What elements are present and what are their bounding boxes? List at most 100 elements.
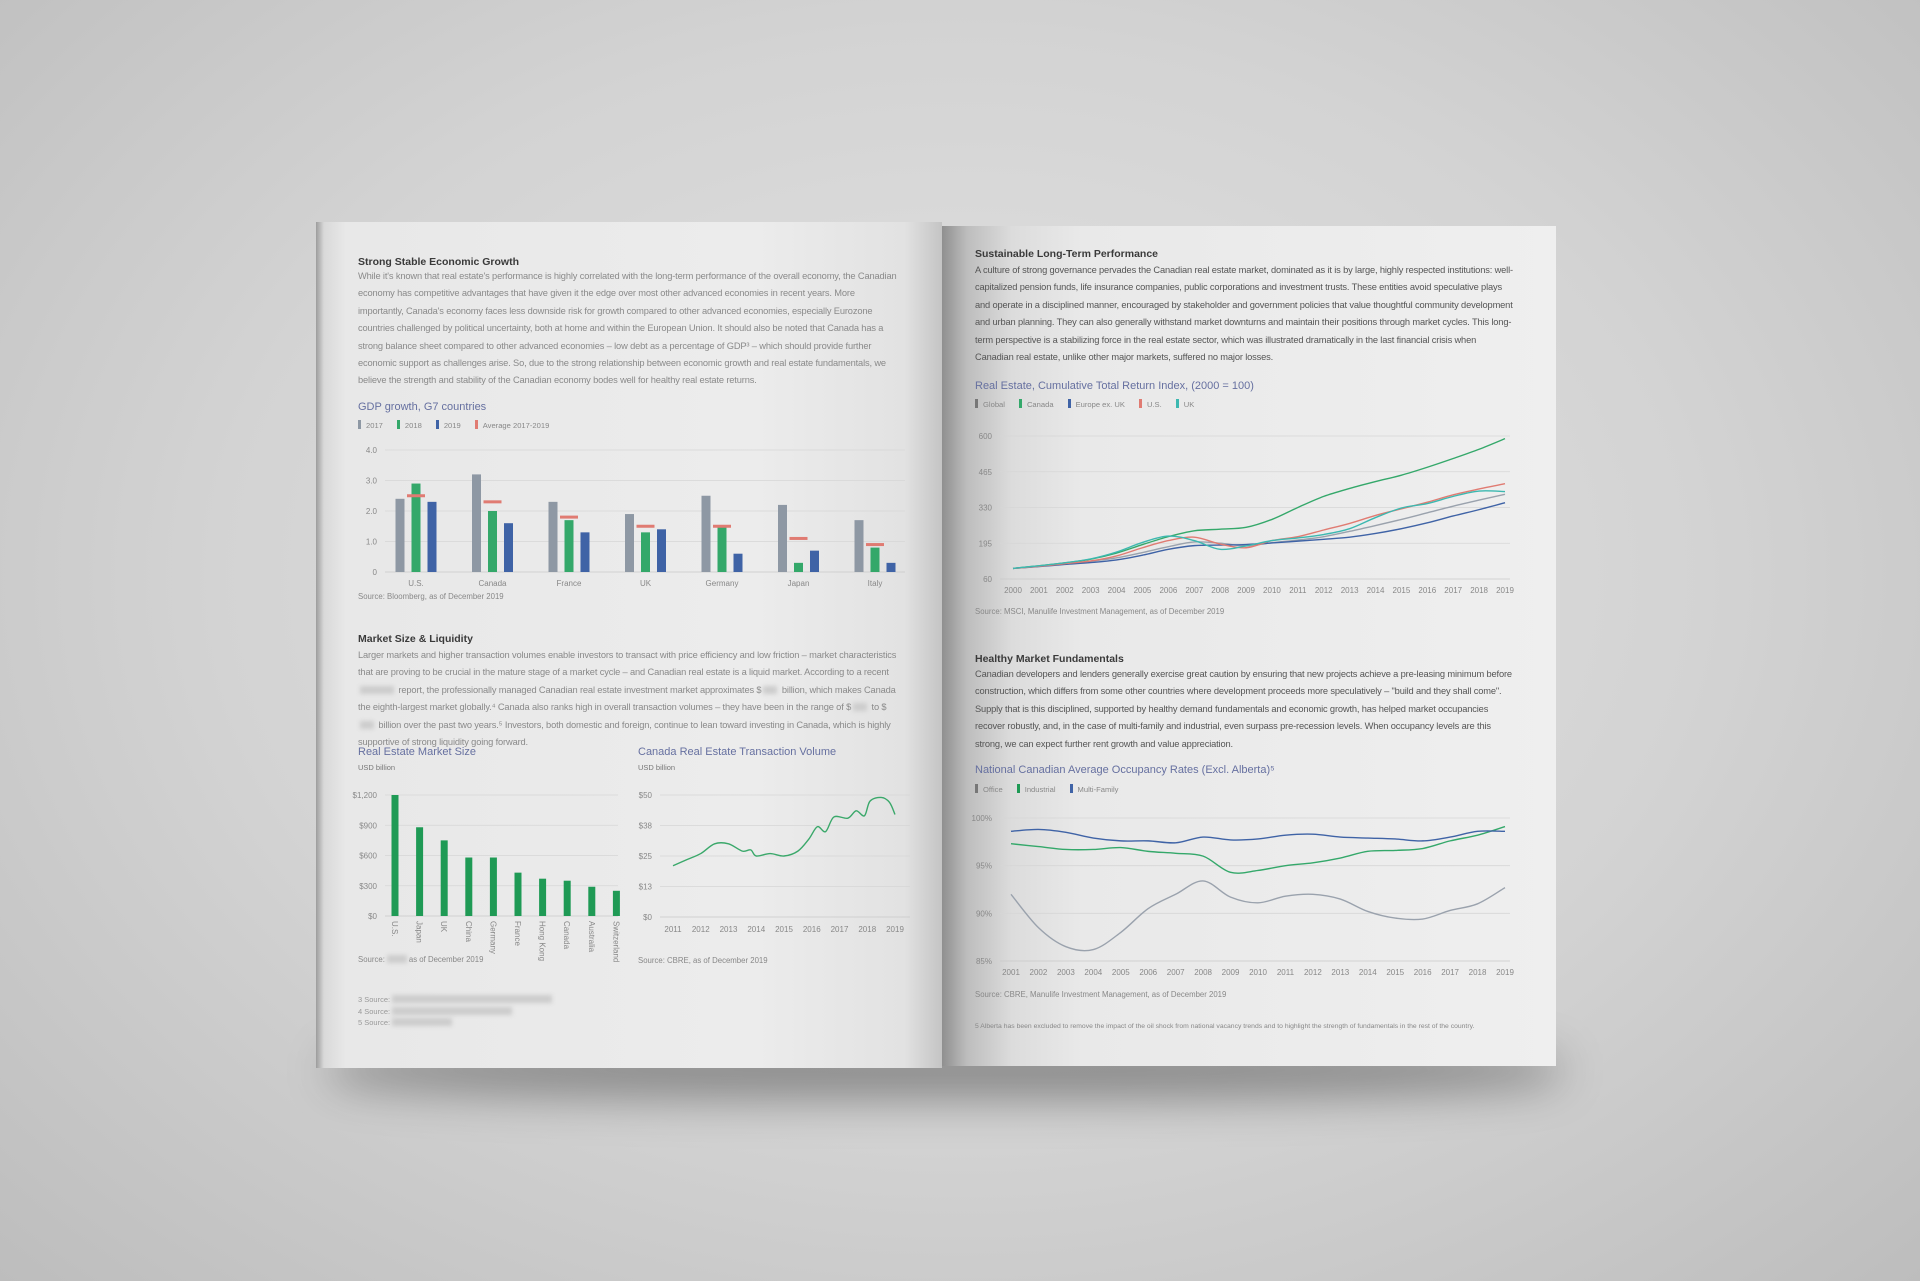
x-tick-label: 2011 <box>1277 968 1295 977</box>
x-tick-label: 2014 <box>1367 586 1385 595</box>
y-tick-label: 95% <box>976 862 992 871</box>
x-tick-label: 2017 <box>1441 968 1459 977</box>
x-tick-label: 2008 <box>1211 586 1229 595</box>
x-tick-label: U.S. <box>390 921 399 937</box>
bar-2019 <box>504 523 513 572</box>
x-tick-label: 2018 <box>1469 968 1487 977</box>
gdp-legend: 2017 2018 2019 Average 2017-2019 <box>358 420 549 430</box>
legend-item: 2019 <box>435 420 461 430</box>
x-tick-label: 2001 <box>1002 968 1020 977</box>
y-tick-label: 330 <box>979 504 993 513</box>
x-tick-label: Japan <box>415 921 424 943</box>
x-tick-label: 2007 <box>1185 586 1203 595</box>
x-tick-label: 2010 <box>1263 586 1281 595</box>
bar-2019 <box>657 529 666 572</box>
y-tick-label: $38 <box>639 822 653 831</box>
legend-item: Europe ex. UK <box>1067 399 1125 409</box>
bar <box>416 827 424 916</box>
x-tick-label: 2013 <box>1341 586 1359 595</box>
heading-long-term-performance: Sustainable Long-Term Performance <box>975 248 1159 260</box>
x-tick-label: Germany <box>488 921 497 954</box>
x-tick-label: U.S. <box>408 579 424 588</box>
line-global <box>1012 493 1506 570</box>
bar-2017 <box>472 474 481 572</box>
redacted-text <box>360 720 374 729</box>
x-tick-label: 2007 <box>1167 968 1185 977</box>
bar-2017 <box>625 514 634 572</box>
occupancy-source: Source: CBRE, Manulife Investment Manage… <box>975 990 1227 999</box>
footnotes: 3 Source: 4 Source: 5 Source: <box>358 994 554 1029</box>
bar-2017 <box>778 504 787 572</box>
left-page <box>316 222 942 1068</box>
x-tick-label: 2001 <box>1030 586 1048 595</box>
x-tick-label: 2015 <box>775 925 793 934</box>
legend-item: Multi-Family <box>1069 784 1118 794</box>
volume-unit: USD billion <box>638 763 676 772</box>
legend-item: Industrial <box>1016 784 1056 794</box>
occupancy-chart: 85% 90% 95% 100% 2001 2002 2003 2004 2005 2006 200… <box>972 814 1515 977</box>
heading-economic-growth: Strong Stable Economic Growth <box>358 256 520 268</box>
legend-item: 2018 <box>396 420 422 430</box>
average-marker <box>483 500 502 504</box>
x-tick-label: 2015 <box>1386 968 1404 977</box>
y-tick-label: 100% <box>972 814 992 823</box>
bar-2019 <box>580 532 590 572</box>
y-tick-label: 600 <box>979 432 993 441</box>
bar-2018 <box>411 483 421 572</box>
x-tick-label: Canada <box>478 579 507 588</box>
y-tick-label: $13 <box>639 883 653 892</box>
heading-market-size: Market Size & Liquidity <box>358 633 473 645</box>
bar-2018 <box>564 520 574 572</box>
bar <box>539 878 547 916</box>
x-tick-label: 2018 <box>858 925 876 934</box>
y-tick-label: 90% <box>976 909 992 918</box>
x-tick-label: Germany <box>706 579 739 588</box>
x-tick-label: 2016 <box>803 925 821 934</box>
occupancy-legend: Office Industrial Multi-Family <box>975 784 1118 794</box>
occupancy-chart-title: National Canadian Average Occupancy Rate… <box>975 764 1275 776</box>
line-office <box>1010 880 1506 952</box>
legend-item: U.S. <box>1138 399 1162 409</box>
bar-2018 <box>488 511 497 572</box>
y-tick-label: 1.0 <box>366 538 378 547</box>
average-marker <box>407 494 425 498</box>
line-europe-ex-uk <box>1012 502 1506 570</box>
y-tick-label: $300 <box>359 882 377 891</box>
y-tick-label: $900 <box>359 821 377 830</box>
line-multi-family <box>1010 828 1506 844</box>
y-tick-label: $25 <box>639 852 653 861</box>
x-tick-label: 2013 <box>720 925 738 934</box>
x-tick-label: 2006 <box>1139 968 1157 977</box>
y-tick-label: 4.0 <box>366 446 378 455</box>
footnote-3: 3 Source: <box>358 994 554 1006</box>
bar-2019 <box>427 501 437 572</box>
x-tick-label: 2016 <box>1418 586 1436 595</box>
x-tick-label: 2017 <box>1444 586 1462 595</box>
x-tick-label: 2015 <box>1393 586 1411 595</box>
average-marker <box>713 524 731 528</box>
returns-chart: 60 195 330 465 600 2000 2001 2002 2003 2004 2005 20… <box>979 432 1515 595</box>
bar <box>440 840 448 916</box>
y-tick-label: $600 <box>359 852 377 861</box>
x-tick-label: 2002 <box>1030 968 1048 977</box>
bar <box>489 857 497 916</box>
x-tick-label: 2009 <box>1222 968 1240 977</box>
x-tick-label: 2019 <box>1496 968 1514 977</box>
paragraph-market-size: Larger markets and higher transaction vo… <box>358 650 897 748</box>
x-tick-label: 2012 <box>692 925 710 934</box>
x-tick-label: China <box>464 921 473 942</box>
x-tick-label: France <box>557 579 582 588</box>
x-tick-label: France <box>513 921 522 946</box>
bar-2017 <box>395 498 405 572</box>
y-tick-label: $1,200 <box>353 791 378 800</box>
x-tick-label: 2002 <box>1056 586 1074 595</box>
legend-item: Global <box>975 399 1005 409</box>
x-tick-label: 2019 <box>886 925 904 934</box>
y-tick-label: 465 <box>979 468 993 477</box>
bar-2018 <box>794 562 803 572</box>
paragraph-economic-growth: While it's known that real estate's perf… <box>358 271 897 386</box>
x-tick-label: 2019 <box>1496 586 1514 595</box>
x-tick-label: 2003 <box>1057 968 1075 977</box>
x-tick-label: Switzerland <box>611 921 620 962</box>
y-tick-label: $50 <box>639 791 653 800</box>
